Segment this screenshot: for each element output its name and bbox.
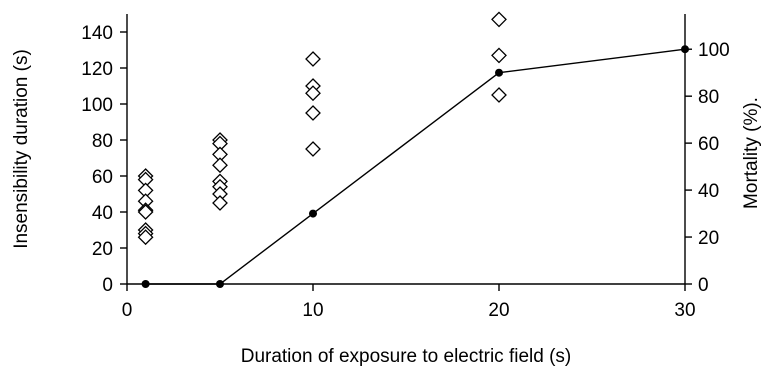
mortality-point	[141, 280, 150, 288]
insensibility-point	[137, 229, 154, 246]
y-right-tick-label: 60	[698, 134, 719, 155]
axes	[126, 14, 686, 285]
x-axis-title: Duration of exposure to electric field (…	[241, 346, 572, 367]
y-right-tick-label: 0	[698, 275, 709, 296]
insensibility-point	[491, 11, 507, 28]
y-left-tick-label: 0	[102, 275, 113, 296]
y-right-tick-label: 100	[698, 40, 730, 61]
y-right-axis-title: Mortality (%).	[741, 97, 762, 209]
x-tick-label: 30	[674, 300, 695, 321]
y-right-tick-label: 40	[698, 181, 719, 202]
y-left-tick-label: 60	[92, 167, 113, 188]
y-left-tick-label: 120	[81, 59, 113, 80]
insensibility-point	[305, 85, 321, 102]
insensibility-point	[491, 47, 507, 64]
y-left-tick-label: 20	[92, 239, 113, 260]
y-left-tick-label: 80	[92, 131, 113, 152]
marks	[137, 11, 689, 288]
x-tick-label: 20	[488, 300, 509, 321]
mortality-point	[495, 68, 503, 77]
x-tick-label: 0	[122, 300, 133, 321]
insensibility-point	[491, 87, 507, 103]
y-right-tick-label: 80	[698, 87, 719, 108]
y-left-tick-label: 40	[92, 203, 113, 224]
y-left-tick-label: 140	[81, 23, 113, 44]
x-tick-label: 10	[302, 300, 323, 321]
insensibility-point	[305, 141, 321, 157]
insensibility-point	[305, 105, 321, 121]
insensibility-point	[137, 204, 154, 220]
y-right-tick-label: 20	[698, 228, 719, 249]
y-left-axis-title: Insensibility duration (s)	[11, 49, 32, 249]
mortality-point	[309, 209, 317, 218]
insensibility-point	[212, 195, 228, 211]
y-left-tick-label: 100	[81, 95, 113, 116]
mortality-point	[681, 45, 689, 54]
insensibility-point	[212, 157, 228, 174]
insensibility-point	[305, 51, 321, 67]
mortality-point	[216, 280, 224, 288]
